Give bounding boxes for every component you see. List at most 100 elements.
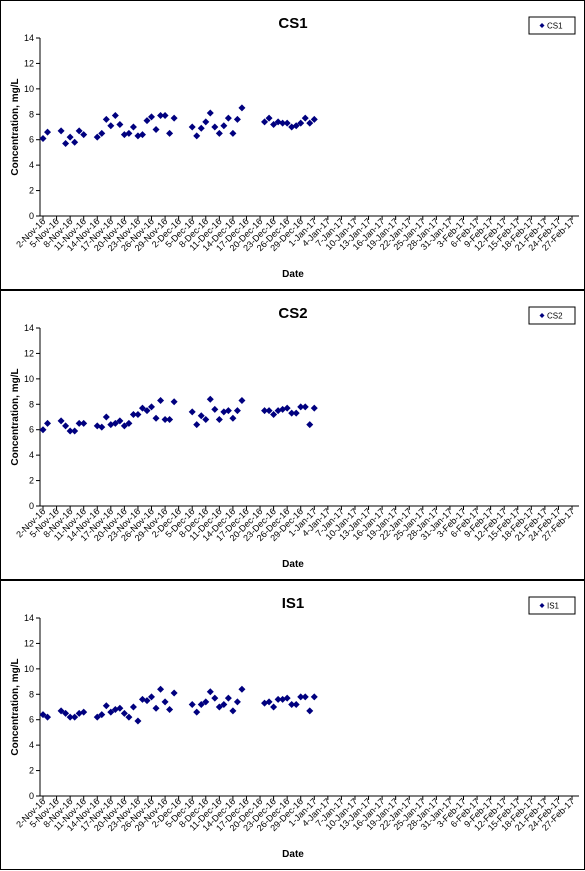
data-point: [57, 707, 65, 715]
data-point: [102, 115, 110, 123]
data-point: [134, 410, 142, 418]
data-point: [215, 129, 223, 137]
data-point: [265, 407, 273, 415]
chart-panel-cs2: CS2 0 2 4 6 8 10 12 14 2-Nov-16 5-Nov-16 8-Nov-16 11…: [0, 290, 585, 580]
data-point: [134, 717, 142, 725]
data-point: [143, 407, 151, 415]
data-point: [66, 133, 74, 141]
y-tick-label: 0: [29, 501, 34, 511]
data-point: [71, 713, 79, 721]
data-point: [98, 129, 106, 137]
y-tick-label: 10: [24, 664, 34, 674]
data-point: [229, 707, 237, 715]
data-point: [125, 419, 133, 427]
legend-label: IS1: [547, 602, 560, 611]
data-point: [98, 711, 106, 719]
data-point: [62, 140, 70, 148]
data-point: [93, 133, 101, 141]
chart-title: IS1: [282, 595, 305, 612]
data-point: [270, 703, 278, 711]
chart-svg: CS1024681012142-Nov-165-Nov-168-Nov-1611…: [10, 15, 579, 280]
data-point: [301, 403, 309, 411]
legend: IS1: [528, 596, 576, 615]
data-point: [98, 423, 106, 431]
data-point: [166, 129, 174, 137]
chart-panel-cs1: CS1 0 2 4 6 8 10 12 14 2-Nov-16 5-Nov-16 8-Nov-16 11…: [0, 0, 585, 290]
data-point: [292, 409, 300, 417]
legend: CS1: [528, 16, 576, 35]
data-point: [220, 408, 228, 416]
data-point: [288, 409, 296, 417]
legend-box: [528, 16, 576, 35]
data-point: [166, 416, 174, 424]
data-point: [116, 417, 124, 425]
data-point: [62, 422, 70, 430]
y-tick-label: 12: [24, 58, 34, 68]
data-point: [224, 407, 232, 415]
data-point: [120, 422, 128, 430]
legend-marker-icon: [539, 313, 545, 318]
data-point: [138, 695, 146, 703]
chart-title: CS1: [278, 15, 307, 32]
data-point: [224, 114, 232, 122]
data-point: [93, 713, 101, 721]
data-point: [107, 708, 115, 716]
x-axis-title: Date: [282, 559, 304, 570]
y-tick-label: 14: [24, 613, 34, 623]
data-point: [66, 427, 74, 435]
data-point: [206, 109, 214, 117]
data-point: [111, 419, 119, 427]
data-point: [274, 407, 282, 415]
data-point: [270, 410, 278, 418]
data-point: [211, 694, 219, 702]
data-point: [211, 123, 219, 131]
legend-label: CS2: [547, 312, 563, 321]
data-point: [233, 407, 241, 415]
y-tick-label: 6: [29, 425, 34, 435]
data-point: [297, 693, 305, 701]
data-point: [193, 708, 201, 716]
y-tick-label: 8: [29, 399, 34, 409]
data-point: [261, 118, 269, 126]
data-point: [125, 713, 133, 721]
data-point: [224, 694, 232, 702]
data-point: [161, 112, 169, 120]
data-point: [71, 138, 79, 146]
legend-marker-icon: [539, 603, 545, 608]
y-tick-label: 0: [29, 211, 34, 221]
legend: CS2: [528, 306, 576, 325]
data-point: [120, 709, 128, 717]
legend-marker-icon: [539, 23, 545, 28]
data-point: [215, 703, 223, 711]
data-point: [229, 129, 237, 137]
data-point: [265, 698, 273, 706]
data-point: [283, 694, 291, 702]
data-point: [188, 700, 196, 708]
y-tick-label: 12: [24, 638, 34, 648]
y-tick-label: 4: [29, 450, 34, 460]
chart-svg: CS2024681012142-Nov-165-Nov-168-Nov-1611…: [10, 305, 579, 570]
data-point: [292, 700, 300, 708]
data-point: [202, 698, 210, 706]
data-point: [193, 421, 201, 429]
data-point: [220, 122, 228, 130]
data-point: [129, 410, 137, 418]
data-point: [279, 119, 287, 127]
data-point: [39, 134, 47, 142]
data-point: [274, 695, 282, 703]
data-point: [202, 118, 210, 126]
data-point: [188, 408, 196, 416]
data-point: [138, 404, 146, 412]
data-point: [211, 405, 219, 413]
data-point: [233, 698, 241, 706]
data-point: [310, 404, 318, 412]
data-point: [129, 123, 137, 131]
x-axis-title: Date: [282, 849, 304, 860]
y-tick-label: 2: [29, 186, 34, 196]
y-tick-label: 10: [24, 374, 34, 384]
data-point: [170, 114, 178, 122]
data-point: [301, 114, 309, 122]
data-point: [197, 700, 205, 708]
data-point: [238, 685, 246, 693]
data-point: [39, 426, 47, 434]
